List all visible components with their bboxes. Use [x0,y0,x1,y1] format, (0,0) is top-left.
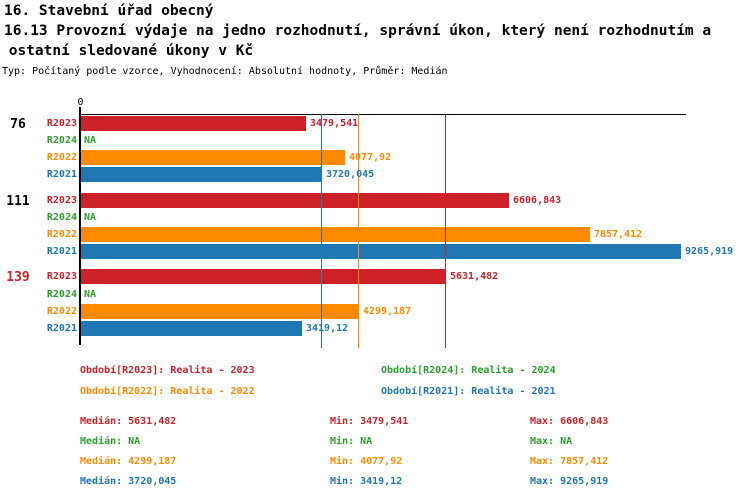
stat-min-r2023: Min: 3479,541 [330,415,409,427]
bar-value: 3479,541 [310,118,359,129]
bar-value: 5631,482 [450,271,499,283]
row-label-r2023: R2023 [46,118,77,129]
median-line-r2022 [358,114,359,348]
group-label: 111 [6,193,30,209]
row-label-r2022: R2022 [46,228,77,240]
bar-r2022 [81,150,345,165]
x-axis-line [79,114,686,115]
bar-value-na: NA [84,135,97,147]
bar-value-na: NA [84,288,97,300]
bar-value: 6606,843 [513,194,562,206]
axis-origin-label: 0 [77,96,84,108]
bar-value: 4077,92 [349,152,392,164]
stat-max-r2022: Max: 7857,412 [530,455,609,467]
bar-r2023 [81,269,446,284]
legend-item-r2022: Období[R2022]: Realita - 2022 [80,386,255,397]
bar-value: 7857,412 [594,228,643,240]
stat-max-r2024: Max: NA [530,435,573,447]
legend-item-r2021: Období[R2021]: Realita - 2021 [381,386,556,397]
legend-item-r2023: Období[R2023]: Realita - 2023 [80,364,255,376]
bar-value: 3720,045 [326,169,375,181]
row-label-r2022: R2022 [46,305,77,317]
report-meta: Typ: Počítaný podle vzorce, Vyhodnocení:… [2,65,448,77]
report-title: 16. Stavební úřad obecný [4,3,214,19]
row-label-r2024: R2024 [46,135,77,147]
stat-median-r2021: Medián: 3720,045 [80,475,177,487]
stat-median-r2022: Medián: 4299,187 [80,455,177,467]
bar-value-na: NA [84,211,97,223]
row-label-r2023: R2023 [46,194,77,206]
stat-median-r2024: Medián: NA [80,435,141,447]
stat-min-r2022: Min: 4077,92 [330,455,403,467]
bar-r2022 [81,304,359,319]
bar-r2022 [81,227,590,242]
bar-value: 3419,12 [306,322,349,334]
row-label-r2024: R2024 [46,211,77,223]
group-label: 76 [10,117,26,132]
stat-median-r2023: Medián: 5631,482 [80,415,177,427]
bar-r2021 [81,321,302,336]
row-label-r2021: R2021 [46,246,77,258]
stat-max-r2021: Max: 9265,919 [530,475,609,487]
row-label-r2021: R2021 [46,169,77,181]
bar-chart: 0 R2023 76 3479,541 R2024 NA R2022 4077,92 R202… [6,96,734,348]
stat-min-r2021: Min: 3419,12 [330,475,403,487]
row-label-r2022: R2022 [46,152,77,164]
report-subtitle-line1: 16.13 Provozní výdaje na jedno rozhodnut… [4,23,712,39]
bar-r2023 [81,116,306,131]
bar-r2021 [81,244,681,259]
row-label-r2024: R2024 [46,288,77,300]
report-subtitle-line2: ostatní sledované úkony v Kč [0,43,254,59]
bar-r2021 [81,167,322,182]
row-label-r2021: R2021 [46,322,77,334]
y-axis-line [79,107,81,345]
bar-value: 4299,187 [363,305,412,317]
row-label-r2023: R2023 [46,271,77,283]
stat-min-r2024: Min: NA [330,435,373,447]
legend-item-r2024: Období[R2024]: Realita - 2024 [381,364,556,376]
bar-r2023 [81,193,509,208]
stat-max-r2023: Max: 6606,843 [530,415,609,427]
median-line-r2021 [321,114,322,348]
bar-value: 9265,919 [685,246,734,258]
group-label: 139 [6,270,30,286]
median-line-r2023 [445,114,446,348]
